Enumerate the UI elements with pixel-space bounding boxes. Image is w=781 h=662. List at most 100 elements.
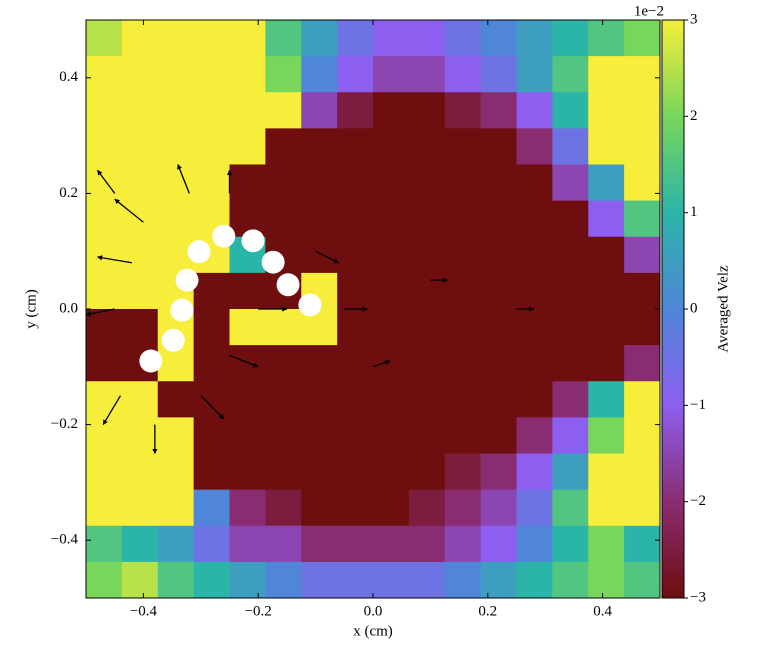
heatmap-cell bbox=[301, 525, 338, 563]
heatmap-cell bbox=[444, 453, 482, 491]
heatmap-cell bbox=[373, 56, 410, 93]
heatmap-cell bbox=[86, 381, 123, 418]
heatmap-cell bbox=[552, 128, 589, 165]
heatmap-cell bbox=[157, 20, 195, 57]
heatmap-cell bbox=[480, 272, 517, 310]
heatmap-cell bbox=[301, 381, 338, 418]
colorbar-tick-label: −1 bbox=[690, 397, 706, 413]
heatmap-cell bbox=[516, 417, 553, 454]
heatmap-cell bbox=[86, 453, 123, 491]
heatmap-cell bbox=[337, 128, 374, 165]
heatmap-cell bbox=[408, 200, 446, 238]
heatmap-cell bbox=[588, 489, 625, 527]
heatmap-cell bbox=[193, 453, 230, 491]
heatmap-cell bbox=[229, 20, 266, 57]
particle bbox=[241, 229, 265, 253]
heatmap-cell bbox=[373, 20, 410, 57]
quiver-arrow bbox=[229, 354, 259, 368]
heatmap-cell bbox=[588, 56, 625, 93]
heatmap-cell bbox=[624, 345, 661, 382]
particle bbox=[175, 268, 199, 292]
heatmap-cell bbox=[408, 381, 446, 418]
quiver-arrow bbox=[315, 250, 340, 264]
heatmap-cell bbox=[301, 56, 338, 93]
heatmap-cell bbox=[265, 200, 302, 238]
heatmap-cell bbox=[624, 272, 661, 310]
heatmap-cell bbox=[265, 417, 302, 454]
heatmap-cell bbox=[444, 236, 482, 274]
heatmap-cell bbox=[337, 453, 374, 491]
heatmap-cell bbox=[86, 561, 123, 599]
heatmap-cell bbox=[552, 453, 589, 491]
heatmap-cell bbox=[444, 525, 482, 563]
x-tick-label: −0.2 bbox=[245, 603, 272, 619]
heatmap-cell bbox=[444, 489, 482, 527]
heatmap-cell bbox=[552, 236, 589, 274]
heatmap-cell bbox=[265, 92, 302, 129]
heatmap-cell bbox=[588, 20, 625, 57]
heatmap-cell bbox=[193, 309, 230, 346]
heatmap-cell bbox=[301, 128, 338, 165]
heatmap-cell bbox=[624, 561, 661, 599]
heatmap-cell bbox=[552, 345, 589, 382]
heatmap-cell bbox=[444, 309, 482, 346]
heatmap-cell bbox=[480, 489, 517, 527]
heatmap-cell bbox=[588, 164, 625, 202]
heatmap-cell bbox=[588, 525, 625, 563]
heatmap-cell bbox=[157, 453, 195, 491]
y-tick-label: −0.4 bbox=[51, 532, 79, 548]
heatmap-cell bbox=[480, 561, 517, 599]
heatmap-cell bbox=[444, 417, 482, 454]
heatmap-cell bbox=[516, 345, 553, 382]
heatmap-cell bbox=[265, 525, 302, 563]
heatmap-cell bbox=[157, 56, 195, 93]
heatmap-cell bbox=[588, 417, 625, 454]
heatmap-cell bbox=[373, 381, 410, 418]
y-tick-label: −0.2 bbox=[51, 416, 78, 432]
heatmap-cell bbox=[121, 561, 159, 599]
y-tick-label: 0.4 bbox=[59, 69, 78, 85]
quiver-arrow bbox=[114, 198, 144, 223]
heatmap-cell bbox=[265, 453, 302, 491]
heatmap-cell bbox=[121, 489, 159, 527]
colorbar-tick-label: 2 bbox=[690, 108, 698, 124]
heatmap-cell bbox=[229, 561, 266, 599]
heatmap-cell bbox=[480, 20, 517, 57]
heatmap-cell bbox=[516, 56, 553, 93]
colorbar-tick-label: 1 bbox=[690, 204, 698, 220]
heatmap-cell bbox=[157, 525, 195, 563]
heatmap-cell bbox=[229, 56, 266, 93]
heatmap-cell bbox=[229, 453, 266, 491]
heatmap-cell bbox=[624, 309, 661, 346]
heatmap-cell bbox=[408, 525, 446, 563]
colorbar-tick-label: 3 bbox=[690, 11, 698, 27]
heatmap-cell bbox=[157, 381, 195, 418]
heatmap-cell bbox=[516, 525, 553, 563]
heatmap-cell bbox=[193, 92, 230, 129]
heatmap-cell bbox=[373, 489, 410, 527]
heatmap-cell bbox=[121, 525, 159, 563]
heatmap-cell bbox=[121, 417, 159, 454]
heatmap-cell bbox=[193, 381, 230, 418]
heatmap-cell bbox=[301, 164, 338, 202]
heatmap-cell bbox=[337, 525, 374, 563]
heatmap-cell bbox=[373, 561, 410, 599]
heatmap-cell bbox=[373, 417, 410, 454]
heatmap-cell bbox=[229, 381, 266, 418]
colorbar-tick-label: 0 bbox=[690, 300, 698, 316]
heatmap-cell bbox=[552, 164, 589, 202]
heatmap-cell bbox=[408, 417, 446, 454]
heatmap-cell bbox=[86, 128, 123, 165]
heatmap-cell bbox=[624, 20, 661, 57]
heatmap-cell bbox=[86, 525, 123, 563]
heatmap-cell bbox=[408, 236, 446, 274]
heatmap-cell bbox=[265, 381, 302, 418]
heatmap-cell bbox=[373, 164, 410, 202]
particle bbox=[170, 298, 194, 322]
x-tick-label: 0.0 bbox=[364, 603, 383, 619]
heatmap-cell bbox=[516, 561, 553, 599]
heatmap-cell bbox=[193, 272, 230, 310]
heatmap-cell bbox=[624, 92, 661, 129]
quiver-arrow bbox=[96, 169, 116, 194]
heatmap-cell bbox=[193, 489, 230, 527]
